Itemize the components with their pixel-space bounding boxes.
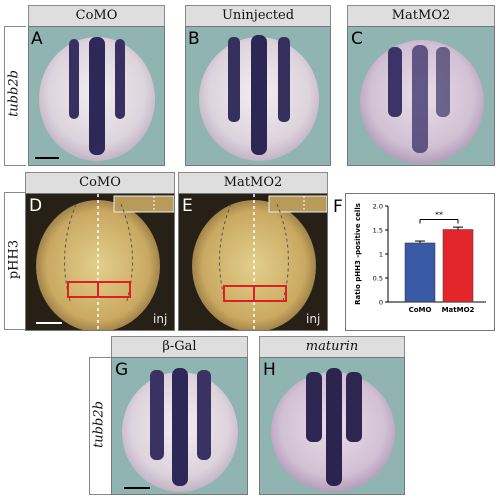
panel-f-chart: 0 0.5 1 1.5 2.0 Ratio pHH3 -positive cells CoM…	[354, 203, 486, 314]
panel-h-header: maturin	[259, 336, 405, 358]
panel-b-embryo	[199, 35, 319, 161]
top-row-side-label: tubb2b	[6, 70, 22, 117]
panel-g-scale-bar	[124, 487, 150, 489]
bar-matmo2	[442, 229, 474, 303]
middle-row-side-label: pHH3	[6, 239, 22, 280]
panel-a-image	[28, 26, 165, 166]
x-tick-label: CoMO	[409, 306, 432, 314]
panel-c-image	[347, 26, 495, 166]
panel-e-header: MatMO2	[178, 172, 328, 194]
bar-como	[404, 242, 436, 303]
y-tick-label: 0	[379, 299, 383, 307]
panel-d-embryo	[36, 194, 174, 330]
panel-h-embryo	[271, 368, 395, 492]
panel-c-header: MatMO2	[347, 5, 495, 27]
middle-row-side-bar	[4, 192, 26, 330]
panel-f-frame: 0 0.5 1 1.5 2.0 Ratio pHH3 -positive cells CoM…	[345, 193, 495, 331]
y-axis-label: Ratio pHH3 -positive cells	[354, 203, 362, 305]
panel-a-embryo	[39, 37, 155, 161]
top-row-side-bar	[4, 26, 26, 166]
y-tick-label: 1	[379, 251, 383, 259]
panel-d-inj-label: inj	[153, 312, 168, 326]
panel-d-letter: D	[29, 196, 43, 216]
x-tick-label: MatMO2	[442, 306, 475, 314]
panel-b-letter: B	[188, 29, 200, 49]
panel-e-image	[178, 193, 328, 331]
y-tick-label: 2.0	[373, 203, 383, 211]
panel-a-letter: A	[31, 29, 43, 49]
bottom-row-side-label: tubb2b	[91, 401, 107, 448]
panel-e-inj-label: inj	[306, 312, 321, 326]
bottom-row-side-bar	[89, 357, 111, 495]
panel-d-header: CoMO	[25, 172, 175, 194]
significance-label: **	[435, 210, 443, 219]
panel-h-image	[259, 357, 405, 495]
panel-c-letter: C	[351, 29, 363, 49]
panel-d-image	[25, 193, 175, 331]
panel-c-embryo	[360, 40, 484, 164]
panel-g-image	[111, 357, 248, 495]
panel-b-image	[185, 26, 331, 166]
panel-h-letter: H	[263, 360, 276, 380]
panel-a-scale-bar	[35, 157, 59, 159]
panel-g-embryo	[122, 368, 238, 492]
panel-a-header: CoMO	[28, 5, 165, 27]
panel-f-letter: F	[333, 197, 343, 217]
panel-e-letter: E	[182, 196, 193, 216]
panel-e-embryo	[192, 194, 327, 330]
panel-g-header: β-Gal	[111, 336, 248, 358]
panel-b-header: Uninjected	[185, 5, 331, 27]
y-tick-label: 0.5	[373, 275, 383, 283]
panel-g-letter: G	[115, 360, 129, 380]
y-tick-label: 1.5	[373, 227, 383, 235]
